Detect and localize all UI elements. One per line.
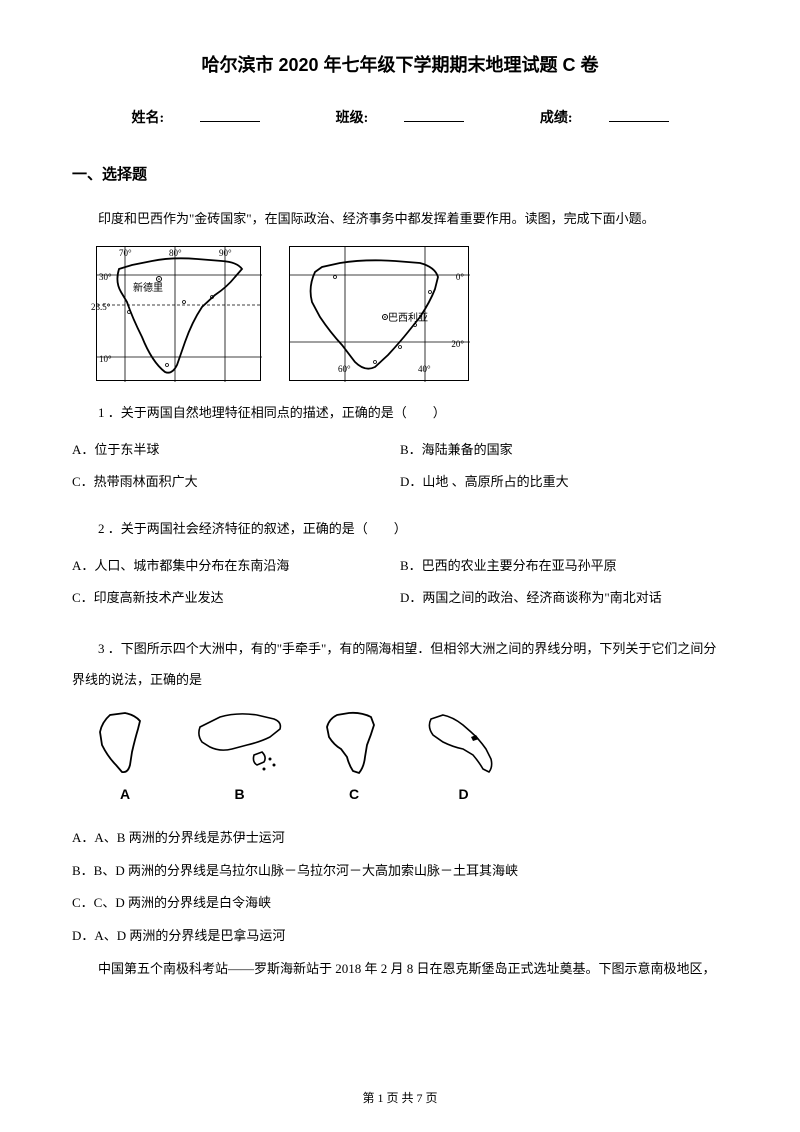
- section-1-heading: 一、选择题: [72, 161, 728, 190]
- q1-text: 1 ．关于两国自然地理特征相同点的描述，正确的是（ ）: [72, 401, 728, 426]
- score-blank[interactable]: [609, 108, 669, 122]
- continent-b: B: [192, 707, 287, 808]
- exam-title: 哈尔滨市 2020 年七年级下学期期末地理试题 C 卷: [72, 48, 728, 82]
- india-lon-70: 70°: [119, 245, 132, 262]
- continents-row: A B C D: [90, 707, 728, 808]
- india-lat-30: 30°: [99, 269, 112, 286]
- q1-opt-b[interactable]: B．海陆兼备的国家: [400, 438, 728, 463]
- brazil-map: 60° 40° 0° 20° 巴西利亚: [289, 246, 469, 381]
- q3-opt-a[interactable]: A．A、B 两洲的分界线是苏伊士运河: [72, 826, 728, 851]
- maps-row: 70° 80° 90° 30° 23.5° 10° 新德里 60° 40° 0°…: [96, 246, 728, 381]
- brazil-lat-0: 0°: [456, 269, 464, 286]
- page-footer: 第 1 页 共 7 页: [0, 1087, 800, 1110]
- name-label: 姓名:: [131, 111, 164, 126]
- brazil-lon-60: 60°: [338, 361, 351, 378]
- india-lon-90: 90°: [219, 245, 232, 262]
- q1-opt-a[interactable]: A．位于东半球: [72, 438, 400, 463]
- india-lon-80: 80°: [169, 245, 182, 262]
- score-label: 成绩:: [540, 111, 573, 126]
- q2-text: 2 ．关于两国社会经济特征的叙述，正确的是（ ）: [72, 517, 728, 542]
- q1-opt-d[interactable]: D．山地 、高原所占的比重大: [400, 470, 728, 495]
- brazil-lon-40: 40°: [418, 361, 431, 378]
- q3-options: A．A、B 两洲的分界线是苏伊士运河 B．B、D 两洲的分界线是乌拉尔山脉－乌拉…: [72, 826, 728, 949]
- continent-d: D: [421, 707, 506, 808]
- tail-paragraph: 中国第五个南极科考站——罗斯海新站于 2018 年 2 月 8 日在恩克斯堡岛正…: [72, 957, 728, 982]
- brazil-city: 巴西利亚: [388, 309, 428, 328]
- q3-text: 3 ．下图所示四个大洲中，有的"手牵手"，有的隔海相望．但相邻大洲之间的界线分明…: [72, 633, 728, 695]
- class-label: 班级:: [336, 111, 369, 126]
- q2-opt-a[interactable]: A．人口、城市都集中分布在东南沿海: [72, 554, 400, 579]
- india-lat-23: 23.5°: [91, 299, 110, 316]
- student-info-row: 姓名: 班级: 成绩:: [72, 106, 728, 133]
- q1-opt-c[interactable]: C．热带雨林面积广大: [72, 470, 400, 495]
- continent-a: A: [90, 707, 160, 808]
- q1-options: A．位于东半球 B．海陆兼备的国家 C．热带雨林面积广大 D．山地 、高原所占的…: [72, 438, 728, 503]
- intro-paragraph: 印度和巴西作为"金砖国家"，在国际政治、经济事务中都发挥着重要作用。读图，完成下…: [72, 207, 728, 232]
- q2-opt-d[interactable]: D．两国之间的政治、经济商谈称为"南北对话: [400, 586, 728, 611]
- brazil-lat-20: 20°: [451, 336, 464, 353]
- india-map: 70° 80° 90° 30° 23.5° 10° 新德里: [96, 246, 261, 381]
- q2-opt-b[interactable]: B．巴西的农业主要分布在亚马孙平原: [400, 554, 728, 579]
- name-blank[interactable]: [200, 108, 260, 122]
- q2-options: A．人口、城市都集中分布在东南沿海 B．巴西的农业主要分布在亚马孙平原 C．印度…: [72, 554, 728, 619]
- continent-c-label: C: [319, 781, 389, 808]
- continent-c: C: [319, 707, 389, 808]
- q3-opt-b[interactable]: B．B、D 两洲的分界线是乌拉尔山脉－乌拉尔河－大高加索山脉－土耳其海峡: [72, 859, 728, 884]
- class-blank[interactable]: [404, 108, 464, 122]
- india-lat-10: 10°: [99, 351, 112, 368]
- india-city: 新德里: [133, 279, 163, 298]
- continent-d-label: D: [421, 781, 506, 808]
- q2-opt-c[interactable]: C．印度高新技术产业发达: [72, 586, 400, 611]
- q3-opt-c[interactable]: C．C、D 两洲的分界线是白令海峡: [72, 891, 728, 916]
- continent-a-label: A: [90, 781, 160, 808]
- continent-b-label: B: [192, 781, 287, 808]
- q3-opt-d[interactable]: D．A、D 两洲的分界线是巴拿马运河: [72, 924, 728, 949]
